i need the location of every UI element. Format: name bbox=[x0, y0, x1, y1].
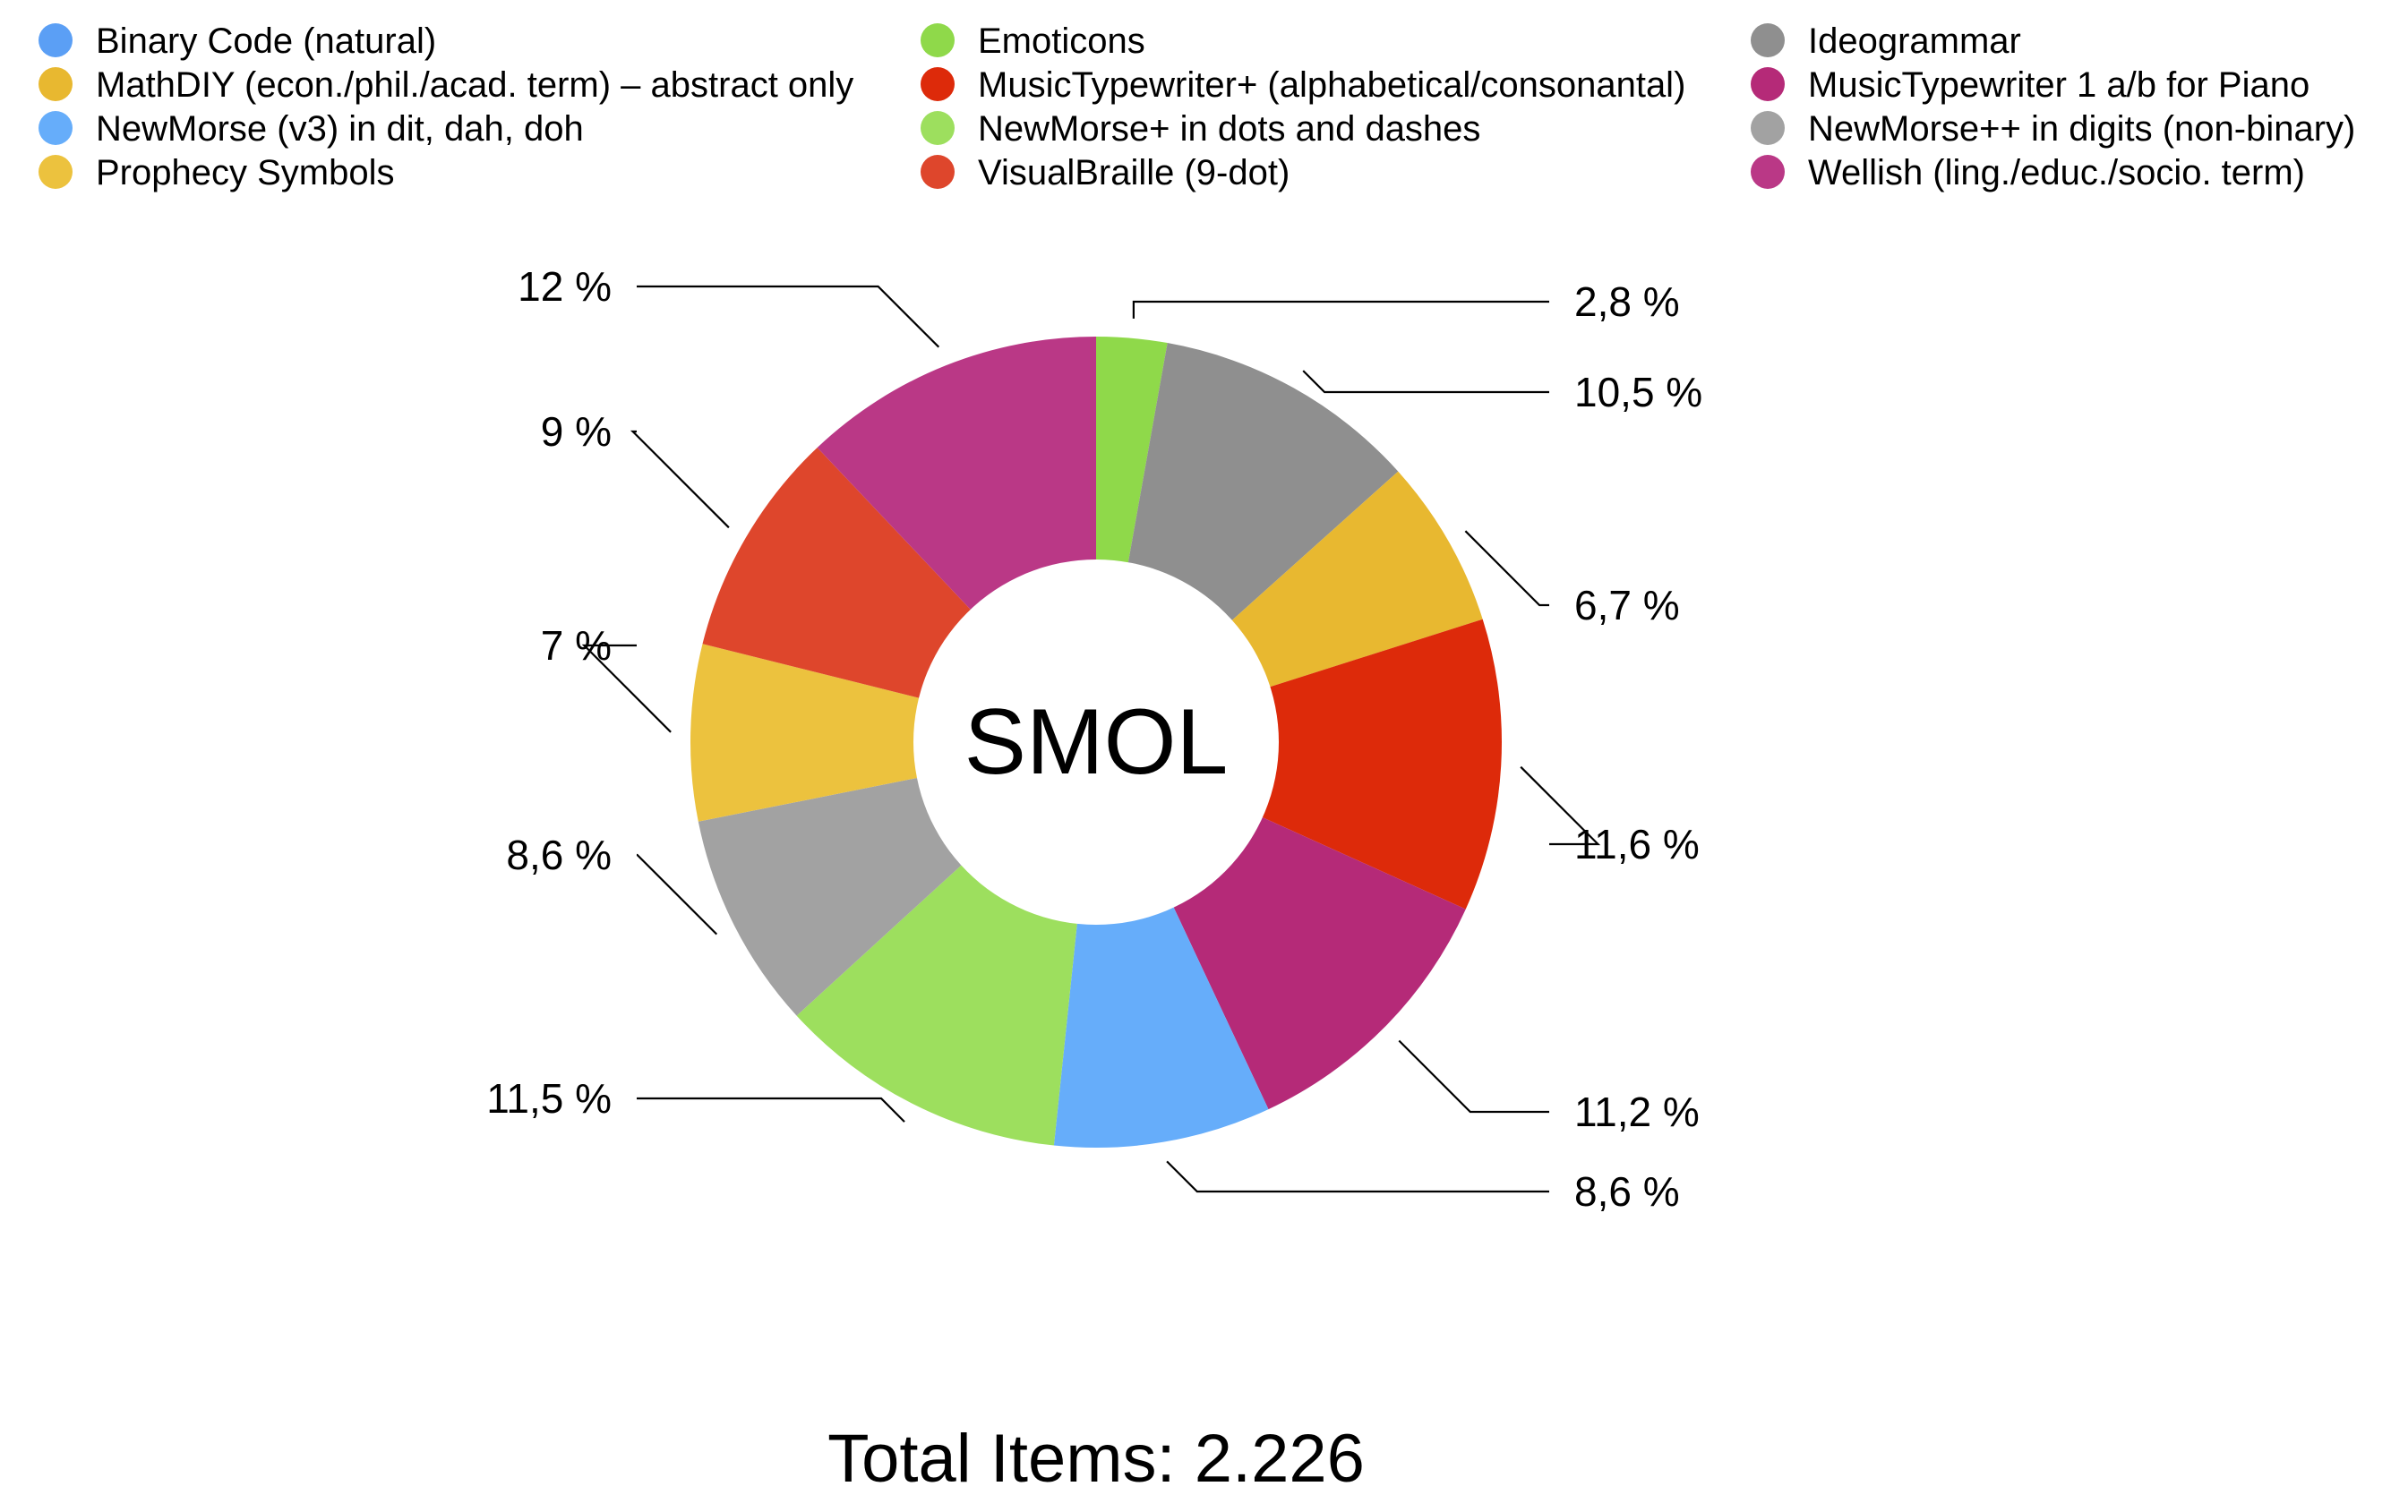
data-label-musictypewriter-1-a-b-for-piano: 11,2 % bbox=[1574, 1089, 1700, 1135]
leader-line-mathdiy-econ-phil-acad-term-abstract-only bbox=[1464, 530, 1549, 607]
legend-label-musictypewriter-1-a-b-for-piano: MusicTypewriter 1 a/b for Piano bbox=[1808, 65, 2309, 105]
legend-label-wellish-ling-educ-socio-term: Wellish (ling./educ./socio. term) bbox=[1808, 153, 2305, 192]
legend-label-emoticons: Emoticons bbox=[978, 21, 1145, 61]
slice-labels: 2,8 % 10,5 % 6,7 % 11,6 % 11,2 % 8,6 % 11,5 % 8… bbox=[486, 263, 1702, 1215]
center-label: SMOL bbox=[964, 690, 1229, 794]
leader-line-prophecy-symbols bbox=[581, 644, 672, 733]
data-label-newmorse-in-digits-non-binary: 8,6 % bbox=[506, 832, 612, 878]
legend-swatch-emoticons bbox=[921, 23, 955, 57]
legend-swatch-newmorse-in-dots-and-dashes bbox=[921, 111, 955, 145]
leader-line-ideogrammar bbox=[1302, 370, 1549, 394]
legend-swatch-newmorse-v3-in-dit-dah-doh bbox=[39, 111, 73, 145]
legend-swatch-binary-code-natural bbox=[39, 23, 73, 57]
data-label-newmorse-v3-in-dit-dah-doh: 8,6 % bbox=[1574, 1168, 1680, 1215]
data-label-newmorse-in-dots-and-dashes: 11,5 % bbox=[486, 1075, 612, 1122]
slice-musictypewriter-alphabetical-consonantal bbox=[1096, 619, 1502, 910]
data-label-ideogrammar: 10,5 % bbox=[1574, 369, 1702, 415]
leader-line-visualbraille-9-dot bbox=[630, 430, 730, 529]
legend-label-newmorse-in-dots-and-dashes: NewMorse+ in dots and dashes bbox=[978, 109, 1480, 149]
data-label-wellish-ling-educ-socio-term: 12 % bbox=[518, 263, 612, 310]
leader-line-newmorse-in-digits-non-binary bbox=[636, 853, 718, 935]
data-label-prophecy-symbols: 7 % bbox=[541, 622, 612, 669]
legend-label-newmorse-v3-in-dit-dah-doh: NewMorse (v3) in dit, dah, doh bbox=[96, 109, 584, 149]
legend-swatch-wellish-ling-educ-socio-term bbox=[1751, 155, 1785, 189]
donut-hole bbox=[913, 560, 1279, 925]
legend-swatch-musictypewriter-1-a-b-for-piano bbox=[1751, 67, 1785, 101]
leader-line-musictypewriter-1-a-b-for-piano bbox=[1398, 1039, 1549, 1114]
legend-label-newmorse-in-digits-non-binary: NewMorse++ in digits (non-binary) bbox=[1808, 109, 2355, 149]
legend-swatch-prophecy-symbols bbox=[39, 155, 73, 189]
total-items-label: Total Items: 2.226 bbox=[827, 1421, 1365, 1497]
legend-swatch-visualbraille-9-dot bbox=[921, 155, 955, 189]
slice-prophecy-symbols bbox=[690, 644, 1096, 822]
legend-swatch-mathdiy-econ-phil-acad-term-abstract-only bbox=[39, 67, 73, 101]
legend-swatch-musictypewriter-alphabetical-consonantal bbox=[921, 67, 955, 101]
legend-label-visualbraille-9-dot: VisualBraille (9-dot) bbox=[978, 153, 1290, 192]
legend-label-mathdiy-econ-phil-acad-term-abstract-only: MathDIY (econ./phil./acad. term) – abstr… bbox=[96, 65, 853, 105]
chart-legend: Binary Code (natural)MathDIY (econ./phil… bbox=[39, 21, 2355, 192]
leader-line-emoticons bbox=[1132, 300, 1549, 319]
data-label-musictypewriter-alphabetical-consonantal: 11,6 % bbox=[1574, 821, 1700, 867]
leader-line-wellish-ling-educ-socio-term bbox=[637, 285, 940, 348]
legend-label-prophecy-symbols: Prophecy Symbols bbox=[96, 153, 394, 192]
legend-label-ideogrammar: Ideogrammar bbox=[1808, 21, 2021, 61]
legend-label-binary-code-natural: Binary Code (natural) bbox=[96, 21, 436, 61]
legend-label-musictypewriter-alphabetical-consonantal: MusicTypewriter+ (alphabetical/consonant… bbox=[978, 65, 1685, 105]
leader-line-newmorse-v3-in-dit-dah-doh bbox=[1166, 1160, 1549, 1193]
leader-line-musictypewriter-alphabetical-consonantal bbox=[1520, 765, 1601, 846]
data-label-visualbraille-9-dot: 9 % bbox=[541, 408, 612, 455]
data-label-mathdiy-econ-phil-acad-term-abstract-only: 6,7 % bbox=[1574, 582, 1680, 628]
legend-swatch-ideogrammar bbox=[1751, 23, 1785, 57]
leader-line-newmorse-in-dots-and-dashes bbox=[637, 1097, 905, 1123]
data-label-emoticons: 2,8 % bbox=[1574, 278, 1680, 325]
legend-swatch-newmorse-in-digits-non-binary bbox=[1751, 111, 1785, 145]
